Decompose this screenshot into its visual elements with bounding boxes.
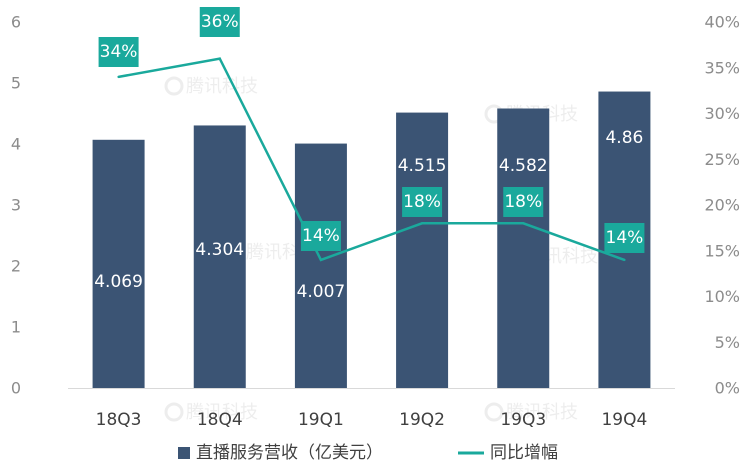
pct-label-18Q3: 34% — [98, 37, 139, 67]
pct-label-box — [98, 37, 139, 67]
category-label-19Q1: 19Q1 — [298, 410, 344, 430]
left-axis-ticks: 0 1 2 3 4 5 6 — [11, 13, 21, 398]
right-tick-label: 5% — [715, 333, 740, 352]
legend-label: 同比增幅 — [490, 443, 558, 463]
left-tick-label: 4 — [11, 135, 21, 154]
watermark-text: 腾讯科技 — [506, 402, 578, 423]
right-tick-label: 30% — [704, 104, 740, 123]
left-tick-label: 3 — [11, 196, 21, 215]
watermark-logo — [164, 76, 184, 96]
pct-label-19Q2: 18% — [402, 187, 443, 217]
growth-point-19Q4 — [623, 258, 626, 262]
bar-labels: 4.069 4.304 4.007 4.515 4.582 4.86 — [94, 128, 643, 302]
right-tick-label: 15% — [704, 241, 740, 260]
legend-swatch-bar — [178, 447, 190, 459]
pct-label-box — [402, 187, 443, 217]
right-tick-label: 35% — [704, 58, 740, 77]
right-axis-ticks: 0% 5% 10% 15% 20% 25% 30% 35% 40% — [704, 13, 740, 398]
pct-label-text: 14% — [606, 228, 644, 248]
pct-label-19Q3: 18% — [503, 187, 544, 217]
category-label-19Q4: 19Q4 — [601, 410, 647, 430]
watermark-logo — [484, 402, 504, 422]
pct-label-19Q1: 14% — [300, 221, 341, 251]
right-tick-label: 20% — [704, 196, 740, 215]
left-tick-label: 0 — [11, 379, 21, 398]
right-tick-label: 25% — [704, 150, 740, 169]
category-label-18Q4: 18Q4 — [197, 410, 243, 430]
bar-value-label-19Q3: 4.582 — [499, 156, 548, 176]
legend-item-revenue: 直播服务营收（亿美元） — [178, 443, 383, 463]
watermark-text: 腾讯科技 — [186, 402, 258, 423]
category-label-18Q3: 18Q3 — [96, 410, 142, 430]
bar-18Q4 — [193, 125, 246, 389]
bar-value-label-19Q2: 4.515 — [398, 156, 447, 176]
bar-19Q1 — [294, 143, 347, 388]
left-tick-label: 6 — [11, 13, 21, 32]
pct-labels: 34% 36% 14% 18% 18% 14% — [98, 7, 645, 253]
watermark: 腾讯科技 — [484, 402, 578, 423]
watermark-logo — [164, 402, 184, 422]
right-tick-label: 10% — [704, 287, 740, 306]
legend-label: 直播服务营收（亿美元） — [196, 443, 383, 463]
pct-label-box — [604, 223, 645, 253]
growth-line-path — [118, 57, 625, 262]
left-tick-label: 2 — [11, 257, 21, 276]
right-tick-label: 40% — [704, 13, 740, 32]
legend: 直播服务营收（亿美元） 同比增幅 — [178, 443, 558, 463]
pct-label-19Q4: 14% — [604, 223, 645, 253]
bar-value-label-19Q1: 4.007 — [297, 282, 346, 302]
left-tick-label: 5 — [11, 74, 21, 93]
pct-label-text: 18% — [403, 192, 441, 212]
left-tick-label: 1 — [11, 318, 21, 337]
pct-label-box — [503, 187, 544, 217]
bar-value-label-18Q3: 4.069 — [94, 272, 143, 292]
pct-label-text: 18% — [504, 192, 542, 212]
pct-label-18Q4: 36% — [199, 7, 240, 37]
watermark-text: 腾讯科技 — [186, 76, 258, 97]
pct-label-box — [300, 221, 341, 251]
category-labels: 18Q3 18Q4 19Q1 19Q2 19Q3 19Q4 — [96, 410, 648, 430]
bar-19Q2 — [396, 112, 449, 389]
growth-point-19Q1 — [319, 258, 323, 262]
right-tick-label: 0% — [715, 379, 740, 398]
watermark: 腾讯科技 — [164, 402, 258, 423]
bar-value-label-19Q4: 4.86 — [605, 128, 643, 148]
growth-point-19Q2 — [420, 222, 424, 225]
pct-label-text: 36% — [201, 12, 239, 32]
watermark: 腾讯科技 — [164, 76, 258, 97]
growth-point-19Q3 — [522, 222, 525, 225]
legend-item-growth: 同比增幅 — [458, 443, 558, 463]
category-label-19Q2: 19Q2 — [399, 410, 445, 430]
category-label-19Q3: 19Q3 — [500, 410, 546, 430]
growth-point-18Q3 — [117, 75, 120, 79]
growth-point-18Q4 — [218, 57, 221, 60]
bar-18Q3 — [92, 139, 145, 388]
pct-label-text: 14% — [302, 226, 340, 246]
bar-19Q3 — [497, 108, 550, 389]
bar-value-label-18Q4: 4.304 — [195, 240, 244, 260]
growth-line — [117, 57, 626, 262]
pct-label-box — [199, 7, 240, 37]
pct-label-text: 34% — [100, 42, 138, 62]
